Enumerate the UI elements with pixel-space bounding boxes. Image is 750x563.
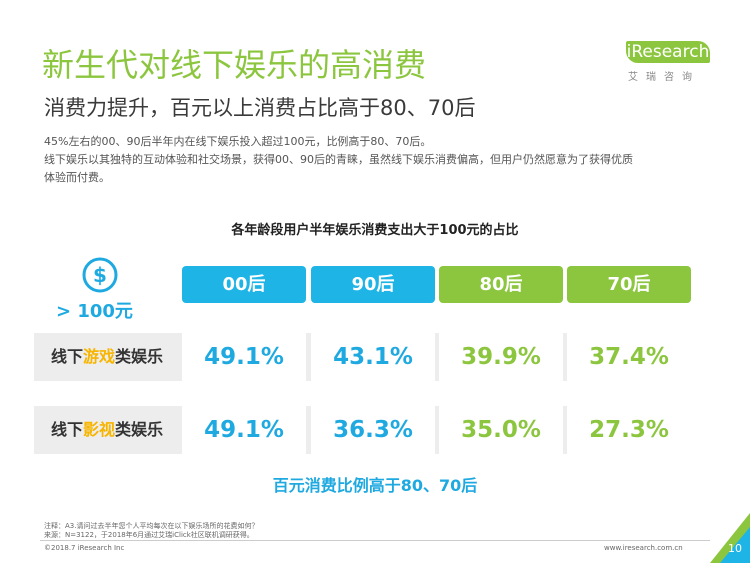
copyright: ©2018.7 iResearch Inc — [44, 544, 125, 552]
row-label-film: 线下影视类娱乐 — [50, 420, 164, 439]
page-subtitle: 消费力提升，百元以上消费占比高于80、70后 — [44, 96, 476, 120]
cell-games-80: 39.9% — [439, 333, 563, 381]
cell-games-70: 37.4% — [567, 333, 691, 381]
cell-film-90: 36.3% — [311, 406, 435, 454]
chart-title: 各年龄段用户半年娱乐消费支出大于100元的占比 — [231, 223, 519, 238]
cell-film-80: 35.0% — [439, 406, 563, 454]
website-url: www.iresearch.com.cn — [604, 544, 683, 552]
iresearch-logo: iResearch — [626, 41, 710, 63]
svg-text:$: $ — [93, 263, 107, 287]
column-header-70: 70后 — [567, 266, 691, 303]
column-header-80: 80后 — [439, 266, 563, 303]
dollar-circle-icon: $ — [82, 257, 118, 293]
row-label-games: 线下游戏类娱乐 — [50, 347, 164, 366]
column-header-90: 90后 — [311, 266, 435, 303]
footnote-question: 注释：A3.请问过去半年您个人平均每次在以下娱乐场所的花费如何？ — [44, 522, 259, 530]
description-line-3: 体验而付费。 — [44, 171, 110, 184]
description-line-2: 线下娱乐以其独特的互动体验和社交场景，获得00、90后的青睐，虽然线下娱乐消费偏… — [44, 153, 633, 166]
footnote-source: 来源：N=3122，于2018年6月通过艾瑞iClick社区联机调研获得。 — [44, 531, 254, 539]
cell-games-00: 49.1% — [182, 333, 306, 381]
threshold-label: > 100元 — [56, 301, 133, 322]
logo-subtitle: 艾瑞咨询 — [628, 72, 700, 83]
cell-film-00: 49.1% — [182, 406, 306, 454]
page-title: 新生代对线下娱乐的高消费 — [42, 46, 427, 84]
column-header-00: 00后 — [182, 266, 306, 303]
page-number: 10 — [728, 542, 742, 555]
corner-decoration — [710, 513, 750, 563]
footer-divider — [40, 540, 710, 541]
conclusion-text: 百元消费比例高于80、70后 — [272, 476, 478, 495]
description-line-1: 45%左右的00、90后半年内在线下娱乐投入超过100元，比例高于80、70后。 — [44, 135, 432, 148]
cell-games-90: 43.1% — [311, 333, 435, 381]
cell-film-70: 27.3% — [567, 406, 691, 454]
